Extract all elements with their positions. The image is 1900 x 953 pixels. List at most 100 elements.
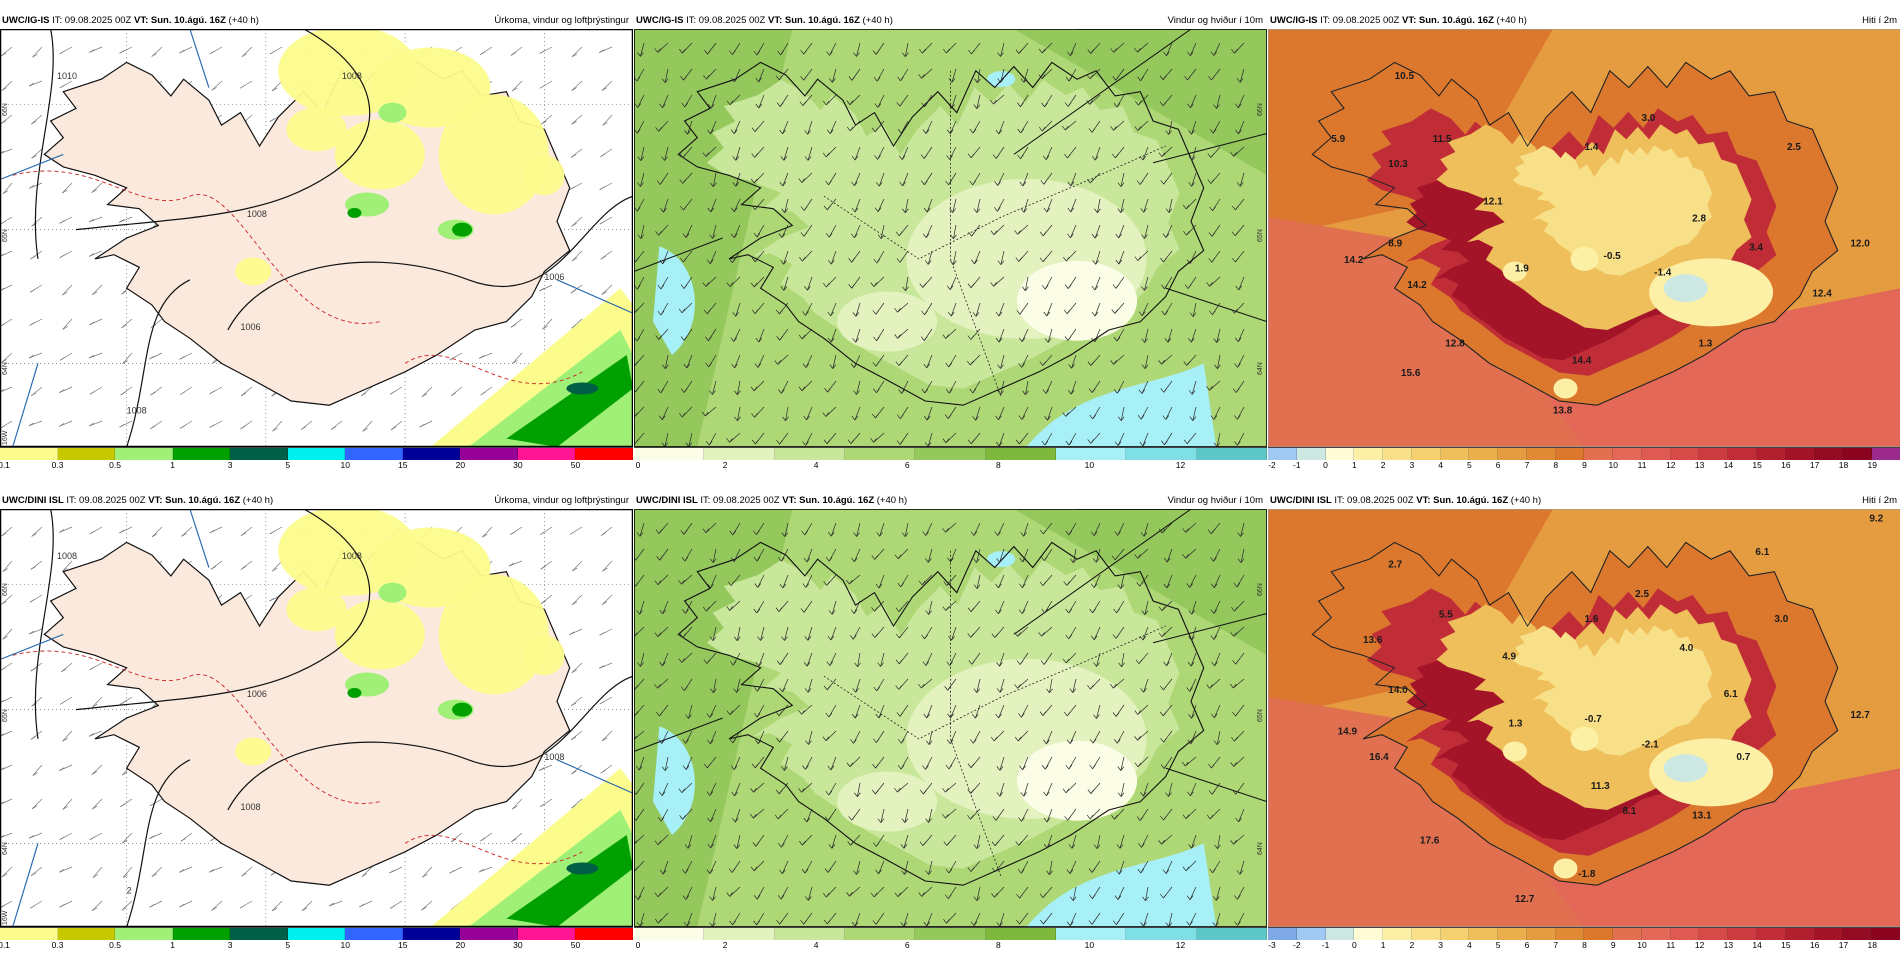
temperature-label: 3.4	[1749, 243, 1763, 254]
temperature-label: 16.4	[1369, 752, 1389, 763]
colorbar-swatch	[1268, 448, 1297, 460]
colorbar-swatch	[288, 928, 346, 940]
colorbar-tick-label: 17	[1810, 460, 1819, 470]
temperature-label: 2.8	[1692, 213, 1706, 224]
model-name: UWC/IG-IS	[1270, 15, 1318, 26]
colorbar-swatch	[1412, 928, 1441, 940]
wind-map	[634, 509, 1267, 927]
latitude-label: 65N	[1257, 229, 1264, 242]
colorbar-swatch	[704, 448, 774, 460]
colorbar-swatch	[1699, 448, 1728, 460]
colorbar-swatch	[1757, 448, 1786, 460]
colorbar-tick-label: 8	[1553, 460, 1558, 470]
colorbar-swatch	[634, 448, 704, 460]
colorbar-tick-label: 0.1	[0, 940, 10, 950]
panel-run-info: UWC/IG-IS IT: 09.08.2025 00Z VT: Sun. 10…	[636, 13, 893, 29]
temperature-label: 11.5	[1433, 134, 1452, 145]
colorbar-swatch	[634, 928, 704, 940]
colorbar-tick-label: 0.5	[109, 460, 121, 470]
colorbar-swatch	[1126, 928, 1196, 940]
panel-header: UWC/IG-IS IT: 09.08.2025 00Z VT: Sun. 10…	[0, 13, 633, 29]
colorbar-swatch	[1498, 928, 1527, 940]
colorbar-tick-label: 6	[905, 460, 910, 470]
colorbar-tick-label: -1	[1293, 460, 1301, 470]
colorbar-tick-label: 18	[1867, 940, 1876, 950]
colorbar	[0, 447, 633, 460]
colorbar-tick-label: 1	[1381, 940, 1386, 950]
colorbar-tick-label: 12	[1176, 460, 1185, 470]
temperature-label: 1.9	[1515, 263, 1529, 274]
panel-title: Vindur og hviður í 10m	[1168, 493, 1263, 509]
latitude-label: 65N	[2, 709, 9, 722]
isobar-label: 1008	[342, 71, 362, 81]
colorbar-swatch	[1268, 928, 1297, 940]
colorbar-tick-label: 10	[341, 460, 350, 470]
latitude-label: 66N	[1257, 103, 1264, 116]
colorbar-tick-label: 16	[1810, 940, 1819, 950]
colorbar-tick-label: 7	[1553, 940, 1558, 950]
colorbar-swatch	[403, 928, 461, 940]
colorbar-swatch	[1326, 928, 1355, 940]
temperature-label: 14.9	[1338, 727, 1358, 738]
temperature-label: 3.0	[1641, 113, 1655, 124]
longitude-label: 16W	[2, 911, 9, 925]
lead-time: (+40 h)	[229, 15, 259, 26]
panel-title: Hiti í 2m	[1862, 493, 1897, 509]
colorbar-swatch	[1441, 928, 1470, 940]
colorbar-tick-label: 50	[571, 940, 580, 950]
temperature-label: 12.0	[1850, 238, 1870, 249]
panel-title: Hiti í 2m	[1862, 13, 1897, 29]
panel-header: UWC/DINI ISL IT: 09.08.2025 00Z VT: Sun.…	[0, 493, 633, 509]
latitude-label: 64N	[2, 363, 9, 376]
colorbar-tick-label: 15	[398, 940, 407, 950]
init-time: IT: 09.08.2025 00Z	[1320, 15, 1399, 26]
colorbar-swatch	[288, 448, 346, 460]
temperature-label: 1.3	[1509, 718, 1523, 729]
temperature-label: 4.9	[1502, 651, 1516, 662]
colorbar-swatch	[915, 448, 985, 460]
colorbar-tick-label: 0.3	[52, 940, 64, 950]
colorbar-tick-label: 4	[814, 460, 819, 470]
colorbar-swatch	[1469, 448, 1498, 460]
colorbar-tick-label: 16	[1781, 460, 1790, 470]
colorbar-swatch	[1728, 928, 1757, 940]
colorbar-tick-label: 30	[513, 460, 522, 470]
colorbar-swatch	[575, 448, 633, 460]
colorbar-tick-label: 12	[1666, 460, 1675, 470]
colorbar-swatch	[845, 928, 915, 940]
temperature-label: 3.0	[1774, 614, 1788, 625]
colorbar	[0, 927, 633, 940]
map-canvas	[634, 509, 1267, 927]
lead-time: (+40 h)	[1511, 495, 1541, 506]
colorbar-swatch	[58, 928, 116, 940]
colorbar-swatch	[518, 928, 576, 940]
colorbar-swatch	[986, 928, 1056, 940]
colorbar-tick-label: 12	[1695, 940, 1704, 950]
colorbar-tick-label: 2	[1381, 460, 1386, 470]
colorbar-tick-label: 20	[456, 940, 465, 950]
colorbar-tick-label: -2	[1293, 940, 1301, 950]
colorbar-tick-label: 20	[456, 460, 465, 470]
panel-title: Úrkoma, vindur og loftþrýstingur	[494, 493, 629, 509]
temperature-label: 13.8	[1553, 406, 1573, 417]
valid-time: Sun. 10.ágú. 16Z	[785, 15, 860, 26]
colorbar-swatch	[1671, 448, 1700, 460]
valid-time: Sun. 10.ágú. 16Z	[1419, 15, 1494, 26]
colorbar-swatch	[1527, 928, 1556, 940]
colorbar-swatch	[1197, 448, 1267, 460]
colorbar-tick-label: 14	[1724, 460, 1733, 470]
lead-time: (+40 h)	[1497, 15, 1527, 26]
temperature-label: 6.1	[1724, 689, 1738, 700]
temperature-label: 14.4	[1572, 355, 1592, 366]
valid-time-label: VT:	[768, 15, 782, 26]
panel-run-info: UWC/IG-IS IT: 09.08.2025 00Z VT: Sun. 10…	[2, 13, 259, 29]
colorbar-tick-label: 10	[1609, 460, 1618, 470]
isobar-label: 2	[127, 886, 132, 896]
temperature-label: 10.3	[1388, 159, 1408, 170]
panel-run-info: UWC/DINI ISL IT: 09.08.2025 00Z VT: Sun.…	[2, 493, 273, 509]
colorbar-tick-label: 10	[1637, 940, 1646, 950]
colorbar-tick-label: 3	[228, 460, 233, 470]
